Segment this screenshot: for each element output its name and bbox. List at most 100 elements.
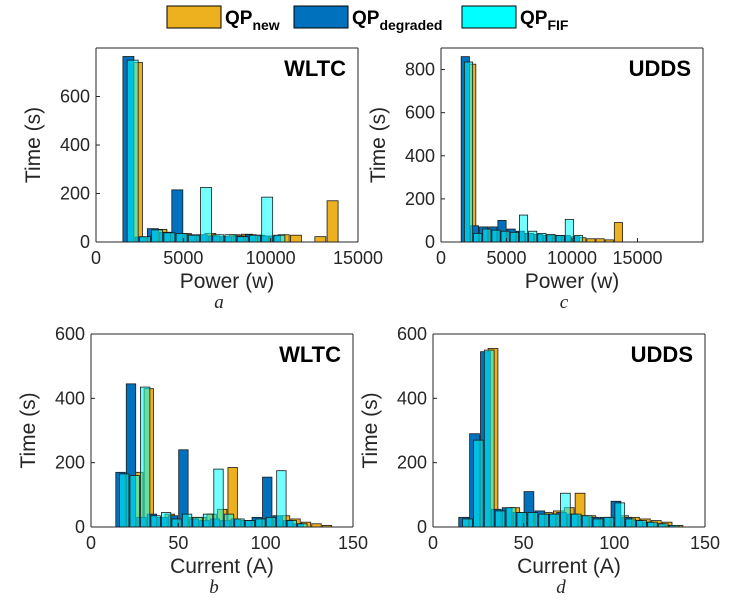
panel-title: UDDS [629,56,691,81]
x-tick-label: 15000 [333,248,383,268]
y-tick-label: 400 [55,388,85,408]
bar-qp_fif-3 [163,232,176,243]
x-tick-label: 0 [436,248,446,268]
y-tick-label: 400 [397,388,427,408]
bar-qp_fif-5 [509,231,519,243]
y-tick-label: 600 [405,103,435,123]
bar-qp_fif-10 [249,234,261,243]
legend: QPnew QPdegraded QPFIF [166,5,569,33]
y-tick-label: 200 [55,453,85,473]
bar-qp_fif-2 [151,229,164,243]
bar-qp_fif-14 [614,502,626,528]
bar-qp_fif-7 [192,516,203,528]
bar-qp_fif-11 [261,196,274,243]
panel-title: WLTC [284,56,346,81]
x-tick-label: 100 [599,533,629,553]
bar-qp_fif-0 [126,59,139,243]
y-tick-label: 0 [417,517,427,537]
x-tick-label: 0 [91,248,101,268]
y-axis-label: Time (s) [22,107,45,183]
bar-qp_fif-8 [202,513,214,528]
bar-qp_fif-1 [473,439,484,528]
panel-c-udds-power: 0 5000 10000 15000 0 200 400 600 800 UDDS Power (w… [367,47,704,313]
panel-title: WLTC [279,342,341,367]
bar-qp_fif-12 [574,235,584,243]
x-tick-label: 10000 [246,248,296,268]
y-axis-label: Time (s) [17,392,40,468]
x-tick-label: 10000 [547,248,597,268]
bar-qp_fif-1 [139,236,151,243]
panel-sublabel: d [556,577,566,598]
bar-qp_fif-15 [276,470,287,528]
legend-swatch-degraded [293,5,349,29]
bar-qp_fif-16 [636,520,647,528]
bar-qp_fif-6 [527,512,539,528]
panel-sublabel: c [560,292,569,313]
bar-qp_fif-1 [473,232,483,243]
panel-sublabel: a [214,292,224,313]
bar-qp_fif-9 [236,236,249,243]
bar-qp_new-13 [290,234,302,243]
legend-swatch-FIF [461,5,517,29]
bar-qp_new-15 [314,236,327,243]
legend-label-degraded: QPdegraded [352,8,442,33]
y-tick-label: 600 [60,87,90,107]
x-tick-label: 5000 [486,248,526,268]
y-axis-label: Time (s) [367,107,390,183]
bar-qp_new-16 [613,222,623,243]
legend-label-FIF: QPFIF [520,8,569,33]
bar-qp_fif-6 [181,513,193,528]
y-tick-label: 600 [55,324,85,344]
plot-area [441,48,703,242]
y-axis-label: Time (s) [359,392,382,468]
bar-qp_fif-17 [647,521,658,528]
x-tick-label: 15000 [612,248,662,268]
bar-qp_fif-13 [603,516,615,528]
x-tick-label: 50 [168,533,188,553]
bar-qp_fif-15 [625,518,636,528]
bar-qp_fif-10 [570,513,582,528]
y-tick-label: 600 [397,324,427,344]
legend-label-new: QPnew [225,8,280,33]
bar-qp_fif-14 [265,516,277,528]
bar-qp_fif-6 [200,187,212,243]
bar-qp_fif-0 [463,61,474,243]
x-axis-label: Power (w) [180,270,275,293]
bar-qp_fif-4 [175,233,188,243]
bar-qp_fif-8 [549,513,560,528]
bar-qp_fif-11 [581,515,593,528]
bar-qp_fif-3 [150,515,161,528]
bar-qp_fif-0 [119,473,130,528]
panel-d-udds-current: 0 50 100 150 0 200 400 600 UDDS Current (A) Time (… [359,324,720,598]
bar-qp_fif-13 [255,518,266,528]
y-tick-label: 0 [75,517,85,537]
bar-qp_fif-9 [560,492,571,528]
bar-qp_fif-9 [546,234,556,243]
y-tick-label: 0 [80,232,90,252]
bar-qp_fif-9 [213,468,224,528]
bar-qp_fif-2 [482,228,492,243]
bar-qp_fif-7 [212,234,225,243]
x-tick-label: 150 [338,533,368,553]
bar-qp_fif-12 [244,520,256,528]
legend-swatch-new [166,5,222,29]
x-tick-label: 5000 [163,248,203,268]
x-tick-label: 100 [251,533,281,553]
y-tick-label: 200 [60,184,90,204]
bar-qp_new-16 [326,200,339,243]
bar-qp_fif-8 [537,232,547,243]
panel-sublabel: b [209,577,219,598]
x-axis-label: Power (w) [525,270,620,293]
bar-qp_fif-3 [494,510,506,528]
bar-qp_fif-16 [286,520,297,528]
bar-qp_fif-5 [516,512,528,528]
x-tick-label: 150 [690,533,720,553]
bar-qp_fif-1 [129,475,140,528]
x-axis-label: Current (A) [517,555,621,578]
bar-qp_fif-4 [505,507,517,528]
y-tick-label: 400 [405,146,435,166]
y-tick-label: 200 [405,189,435,209]
panel-b-wltc-current: 0 50 100 150 0 200 400 600 WLTC Current (A) Time (… [17,324,368,598]
y-tick-label: 400 [60,135,90,155]
